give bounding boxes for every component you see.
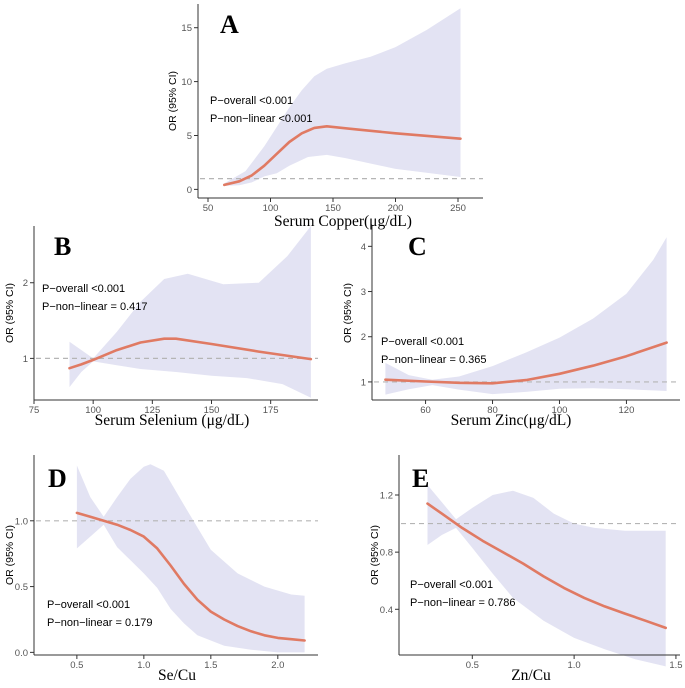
p-overall-label: P−overall <0.001 (410, 579, 493, 591)
panel-b: 75 100 125 150 175 1 2 B P−overall <0.001 P−non−l… (4, 226, 318, 429)
x-tick-label: 150 (325, 203, 341, 214)
ci-band (385, 237, 667, 395)
y-tick-label: 0.0 (15, 648, 28, 659)
p-nonlinear-label: P−non−linear = 0.365 (381, 354, 487, 366)
x-tick-label: 175 (263, 405, 279, 416)
y-tick-label: 10 (181, 77, 192, 88)
or-curve (384, 341, 668, 385)
x-tick-label: 1.5 (669, 660, 682, 671)
panel-c: 60 80 100 120 1 2 3 4 C P−overall <0.001 P−non−lin… (342, 226, 680, 429)
x-tick-label: 100 (552, 405, 568, 416)
ci-band (224, 8, 461, 186)
ci-band (427, 485, 666, 667)
panel-d: 0.5 1.0 1.5 2.0 0.0 0.5 1.0 D P−overall <0.001 P−… (4, 455, 318, 684)
panel-letter: A (220, 10, 239, 39)
y-tick-label: 0.8 (380, 548, 393, 559)
y-tick-label: 1 (361, 377, 366, 388)
x-tick-label: 125 (144, 405, 160, 416)
or-curve (426, 502, 667, 630)
panel-letter: B (54, 232, 71, 261)
y-tick-label: 4 (361, 242, 366, 253)
panel-letter: C (408, 232, 427, 261)
x-tick-label: 100 (263, 203, 279, 214)
panel-letter: D (48, 464, 67, 493)
p-overall-label: P−overall <0.001 (381, 336, 464, 348)
or-curve (68, 337, 313, 370)
y-tick-label: 5 (187, 131, 192, 142)
y-tick-label: 3 (361, 287, 366, 298)
x-tick-label: 2.0 (271, 660, 284, 671)
p-nonlinear-label: P−non−linear = 0.417 (42, 301, 148, 313)
p-nonlinear-label: P−non−linear = 0.786 (410, 597, 516, 609)
x-axis-title: Serum Copper(μg/dL) (274, 213, 412, 230)
x-axis-title: Serum Selenium (μg/dL) (95, 412, 250, 429)
y-tick-label: 0 (187, 185, 192, 196)
panel-letter: E (412, 464, 429, 493)
x-tick-label: 80 (487, 405, 498, 416)
panel-a: 50 100 150 200 250 0 5 10 15 A P−overall <0.001 P−n… (167, 4, 483, 230)
y-axis-title: OR (95% CI) (4, 525, 16, 585)
y-axis-title: OR (95% CI) (369, 525, 381, 585)
x-tick-label: 75 (29, 405, 40, 416)
x-axis-title: Zn/Cu (511, 667, 551, 684)
x-tick-label: 0.5 (70, 660, 83, 671)
y-axis-title: OR (95% CI) (342, 283, 354, 343)
y-tick-label: 15 (181, 23, 192, 34)
p-overall-label: P−overall <0.001 (210, 95, 293, 107)
x-axis-title: Serum Zinc(μg/dL) (451, 412, 572, 429)
ci-band (76, 464, 305, 653)
x-tick-label: 100 (85, 405, 101, 416)
x-axis-title: Se/Cu (158, 667, 196, 684)
x-tick-label: 50 (203, 203, 214, 214)
y-tick-label: 2 (361, 332, 366, 343)
y-tick-label: 2 (23, 278, 28, 289)
p-nonlinear-label: P−non−linear <0.001 (210, 113, 312, 125)
y-axis-title: OR (95% CI) (167, 71, 179, 131)
y-tick-label: 1 (23, 354, 28, 365)
ci-band (69, 226, 311, 398)
y-tick-label: 0.5 (15, 582, 28, 593)
x-tick-label: 1.0 (137, 660, 150, 671)
y-axis-title: OR (95% CI) (4, 283, 16, 343)
y-tick-label: 0.4 (380, 605, 393, 616)
x-tick-label: 120 (619, 405, 635, 416)
x-tick-label: 200 (388, 203, 404, 214)
x-tick-label: 250 (450, 203, 466, 214)
x-tick-label: 1.0 (568, 660, 581, 671)
p-nonlinear-label: P−non−linear = 0.179 (47, 617, 153, 629)
y-tick-label: 1.2 (380, 491, 393, 502)
x-tick-label: 0.5 (466, 660, 479, 671)
or-curve (75, 511, 306, 642)
p-overall-label: P−overall <0.001 (42, 283, 125, 295)
x-tick-label: 150 (204, 405, 220, 416)
panel-e: 0.5 1.0 1.5 0.4 0.8 1.2 E P−overall <0.001 P−non… (369, 455, 683, 684)
p-overall-label: P−overall <0.001 (47, 599, 130, 611)
x-tick-label: 1.5 (204, 660, 217, 671)
or-curve (223, 125, 462, 187)
x-tick-label: 60 (420, 405, 431, 416)
y-tick-label: 1.0 (15, 516, 28, 527)
